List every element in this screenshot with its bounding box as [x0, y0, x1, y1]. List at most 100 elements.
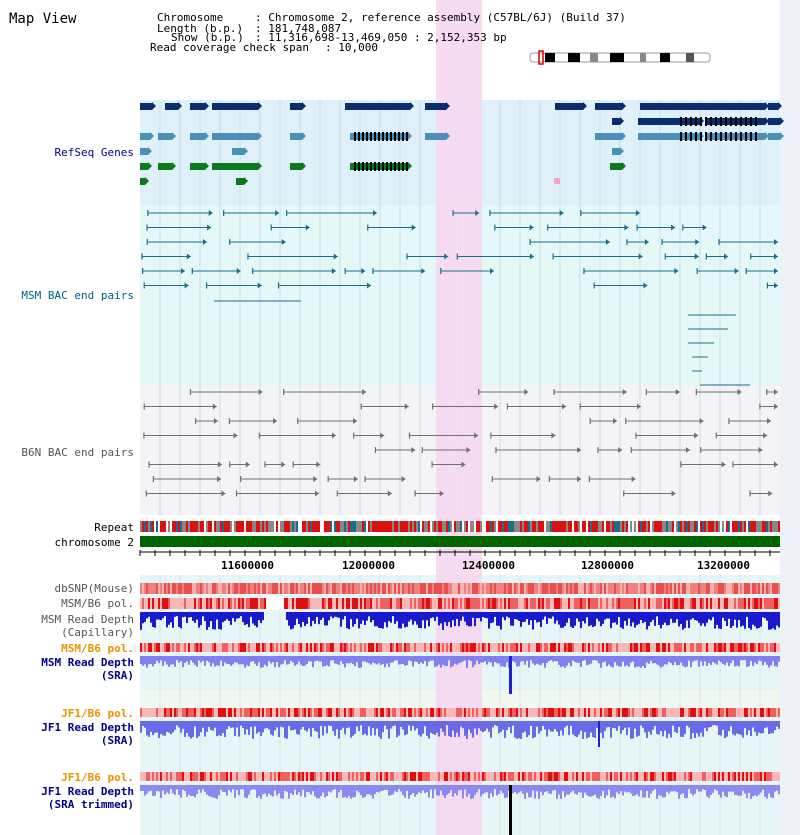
repeat-mark — [538, 521, 540, 532]
read-depth-bar — [702, 656, 704, 666]
track-label-repeat[interactable]: Repeat — [94, 521, 134, 534]
polymorphism-mark — [486, 643, 488, 652]
polymorphism-mark — [686, 643, 688, 652]
track-label-msm-depth-sra[interactable]: MSM Read Depth — [41, 656, 134, 669]
polymorphism-mark — [510, 598, 512, 609]
read-depth-bar — [740, 656, 742, 661]
read-depth-bar — [764, 656, 766, 662]
read-depth-bar — [622, 785, 624, 796]
read-depth-bar — [644, 785, 646, 798]
read-depth-bar — [482, 785, 484, 795]
polymorphism-mark — [364, 583, 366, 594]
polymorphism-mark — [620, 598, 622, 609]
polymorphism-mark — [570, 598, 572, 609]
read-depth-bar — [666, 612, 668, 626]
polymorphism-mark — [140, 583, 142, 594]
polymorphism-mark — [150, 772, 152, 781]
polymorphism-mark — [268, 772, 270, 781]
polymorphism-mark — [710, 598, 712, 609]
polymorphism-mark — [182, 583, 184, 594]
read-depth-bar — [440, 612, 442, 624]
read-depth-bar — [390, 612, 392, 623]
polymorphism-mark — [294, 643, 296, 652]
read-depth-bar — [552, 721, 554, 732]
track-label-jf1-b6-pol-2[interactable]: JF1/B6 pol. — [61, 771, 134, 784]
track-label-msm-b6-pol-2[interactable]: MSM/B6 pol. — [61, 642, 134, 655]
polymorphism-mark — [608, 772, 610, 781]
msm-bac-pair — [774, 253, 778, 260]
polymorphism-mark — [728, 708, 730, 717]
polymorphism-mark — [510, 583, 512, 594]
read-depth-bar — [694, 721, 696, 739]
polymorphism-mark — [362, 598, 364, 609]
polymorphism-mark — [450, 643, 452, 652]
read-depth-bar — [578, 656, 580, 663]
repeat-mark — [594, 521, 596, 532]
read-depth-bar — [308, 656, 310, 662]
read-depth-bar — [498, 656, 500, 664]
track-label-msm-b6-pol-1[interactable]: MSM/B6 pol. — [61, 597, 134, 610]
read-depth-bar — [300, 656, 302, 665]
read-depth-bar — [306, 612, 308, 624]
read-depth-bar — [700, 656, 702, 662]
track-label-b6n-bac[interactable]: B6N BAC end pairs — [21, 446, 134, 459]
repeat-mark — [350, 521, 352, 532]
read-depth-bar — [302, 785, 304, 790]
polymorphism-mark — [752, 598, 754, 609]
polymorphism-mark — [478, 708, 480, 717]
polymorphism-mark — [474, 708, 476, 717]
track-label-jf1-depth-sra[interactable]: JF1 Read Depth — [41, 721, 134, 734]
polymorphism-mark — [180, 772, 182, 781]
read-depth-bar — [296, 612, 298, 619]
read-depth-bar — [172, 785, 174, 794]
polymorphism-mark — [410, 772, 412, 781]
polymorphism-mark — [308, 772, 310, 781]
polymorphism-mark — [704, 708, 706, 717]
read-depth-bar — [242, 656, 244, 665]
polymorphism-mark — [516, 772, 518, 781]
polymorphism-mark — [182, 708, 184, 717]
polymorphism-mark — [468, 643, 470, 652]
polymorphism-mark — [600, 583, 602, 594]
track-label-jf1-depth-trim[interactable]: JF1 Read Depth — [41, 785, 134, 798]
polymorphism-mark — [682, 772, 684, 781]
polymorphism-mark — [400, 598, 402, 609]
polymorphism-mark — [166, 583, 168, 594]
read-depth-bar — [526, 656, 528, 661]
track-label-dbsnp[interactable]: dbSNP(Mouse) — [54, 582, 134, 595]
read-depth-bar — [238, 785, 240, 796]
polymorphism-mark — [216, 772, 218, 781]
track-label-refseq[interactable]: RefSeq Genes — [54, 146, 134, 159]
read-depth-bar — [308, 612, 310, 618]
polymorphism-mark — [162, 583, 164, 594]
track-label-jf1-b6-pol-1[interactable]: JF1/B6 pol. — [61, 707, 134, 720]
polymorphism-mark — [244, 583, 246, 594]
repeat-mark — [664, 521, 666, 532]
read-depth-bar — [330, 721, 332, 727]
repeat-mark — [758, 521, 760, 532]
polymorphism-mark — [520, 583, 522, 594]
polymorphism-mark — [256, 643, 258, 652]
read-depth-bar — [428, 721, 430, 739]
polymorphism-mark — [304, 772, 306, 781]
polymorphism-mark — [378, 643, 380, 652]
polymorphism-mark — [524, 643, 526, 652]
read-depth-bar — [586, 785, 588, 796]
repeat-mark — [650, 521, 652, 532]
read-depth-bar — [304, 785, 306, 798]
polymorphism-mark — [310, 772, 312, 781]
read-depth-bar — [682, 612, 684, 630]
track-label-msm-bac[interactable]: MSM BAC end pairs — [21, 289, 134, 302]
read-depth-bar — [180, 656, 182, 662]
read-depth-bar — [372, 656, 374, 663]
track-label-msm-depth-cap[interactable]: MSM Read Depth — [41, 613, 134, 626]
polymorphism-mark — [474, 583, 476, 594]
read-depth-bar — [238, 721, 240, 737]
track-label-chromosome[interactable]: chromosome 2 — [54, 536, 134, 549]
polymorphism-mark — [744, 708, 746, 717]
polymorphism-mark — [668, 598, 670, 609]
polymorphism-mark — [154, 643, 156, 652]
read-depth-bar — [224, 721, 226, 737]
